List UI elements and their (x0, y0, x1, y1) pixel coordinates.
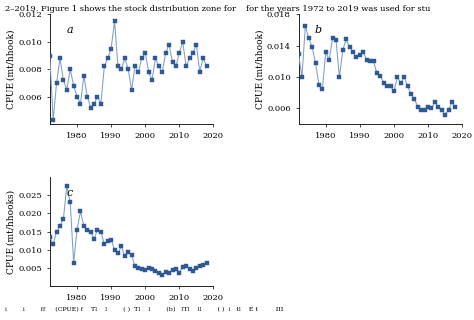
Text: a: a (66, 25, 73, 36)
Y-axis label: CPUE (mt/hhooks): CPUE (mt/hhooks) (7, 189, 16, 274)
Text: 2–2019. Figure 1 shows the stock distribution zone for: 2–2019. Figure 1 shows the stock distrib… (5, 5, 236, 13)
Text: for the years 1972 to 2019 was used for stu: for the years 1972 to 2019 was used for … (246, 5, 431, 13)
Text: c: c (66, 188, 73, 198)
Text: b: b (315, 25, 322, 36)
Text: i        i        ff     (CPUE) f    Tl    l        ( )  Tl    l        (b)   lT: i i ff (CPUE) f Tl l ( ) Tl l (b) lT (5, 307, 283, 312)
Y-axis label: CPUE (mt/hhook): CPUE (mt/hhook) (7, 29, 16, 109)
Y-axis label: CPUE (mt/hhook): CPUE (mt/hhook) (255, 29, 264, 109)
